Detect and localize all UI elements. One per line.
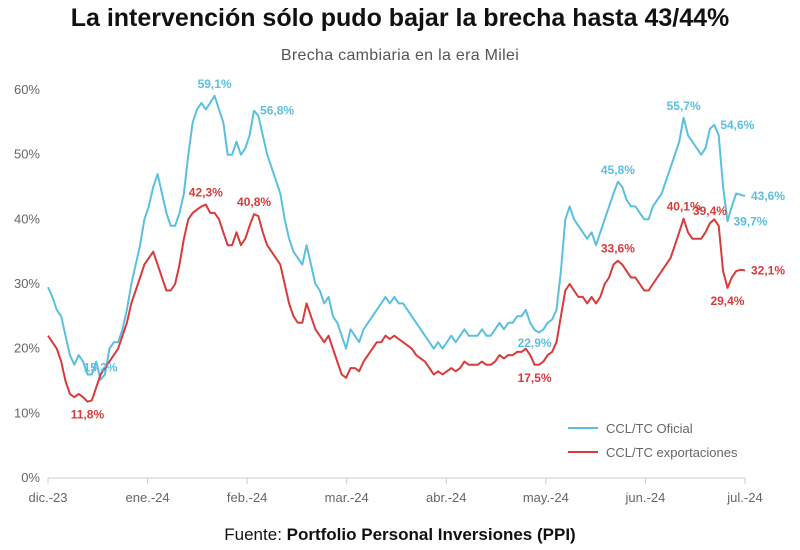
data-label-oficial: 59,1% [198, 77, 232, 91]
data-label-oficial: 55,7% [667, 99, 701, 113]
y-tick-label: 60% [14, 82, 40, 97]
y-tick-label: 30% [14, 276, 40, 291]
x-tick-label: mar.-24 [325, 490, 369, 505]
legend-label-oficial: CCL/TC Oficial [606, 421, 693, 436]
chart-subtitle: Brecha cambiaria en la era Milei [280, 47, 520, 64]
chart-legend: CCL/TC Oficial CCL/TC exportaciones [568, 421, 738, 460]
data-label-oficial: 54,6% [720, 118, 754, 132]
chart-title: La intervención sólo pudo bajar la brech… [70, 4, 730, 32]
data-label-export: 39,4% [693, 204, 727, 218]
series-line-export [47, 203, 746, 403]
x-tick-label: jul.-24 [726, 490, 762, 505]
y-tick-label: 0% [21, 470, 40, 485]
chart-series [47, 94, 746, 403]
x-tick-label: jun.-24 [625, 490, 666, 505]
source-prefix: Fuente: [224, 525, 287, 544]
y-tick-label: 40% [14, 211, 40, 226]
chart-source: Fuente: Portfolio Personal Inversiones (… [0, 525, 800, 545]
data-label-export: 40,1% [667, 200, 701, 214]
source-name: Portfolio Personal Inversiones (PPI) [286, 525, 576, 544]
data-label-oficial: 43,6% [751, 189, 785, 203]
data-label-export: 32,1% [751, 263, 785, 277]
x-tick-label: may.-24 [523, 490, 569, 505]
x-tick-label: ene.-24 [126, 490, 170, 505]
data-label-export: 42,3% [189, 185, 223, 199]
data-label-export: 40,8% [237, 195, 271, 209]
x-tick-label: feb.-24 [227, 490, 267, 505]
y-tick-label: 50% [14, 147, 40, 162]
data-label-oficial: 22,9% [518, 336, 552, 350]
data-label-export: 11,8% [71, 408, 105, 422]
data-label-oficial: 45,8% [601, 163, 635, 177]
series-line-oficial [47, 94, 746, 381]
x-tick-label: abr.-24 [426, 490, 466, 505]
chart-axes: 0% 10% 20% 30% 40% 50% 60% dic.-23 ene.-24 feb.-2… [14, 82, 763, 505]
y-tick-label: 10% [14, 405, 40, 420]
y-tick-label: 20% [14, 341, 40, 356]
data-label-oficial: 15,2% [84, 361, 118, 375]
x-tick-label: dic.-23 [28, 490, 67, 505]
data-label-export: 17,5% [518, 371, 552, 385]
data-label-export: 29,4% [710, 294, 744, 308]
chart-data-labels: 15,2% 59,1% 56,8% 22,9% 45,8% 55,7% 54,6% 39,7%… [71, 77, 786, 422]
data-label-oficial: 56,8% [260, 104, 294, 118]
data-label-export: 33,6% [601, 242, 635, 256]
legend-label-export: CCL/TC exportaciones [606, 445, 738, 460]
data-label-oficial: 39,7% [733, 214, 767, 228]
